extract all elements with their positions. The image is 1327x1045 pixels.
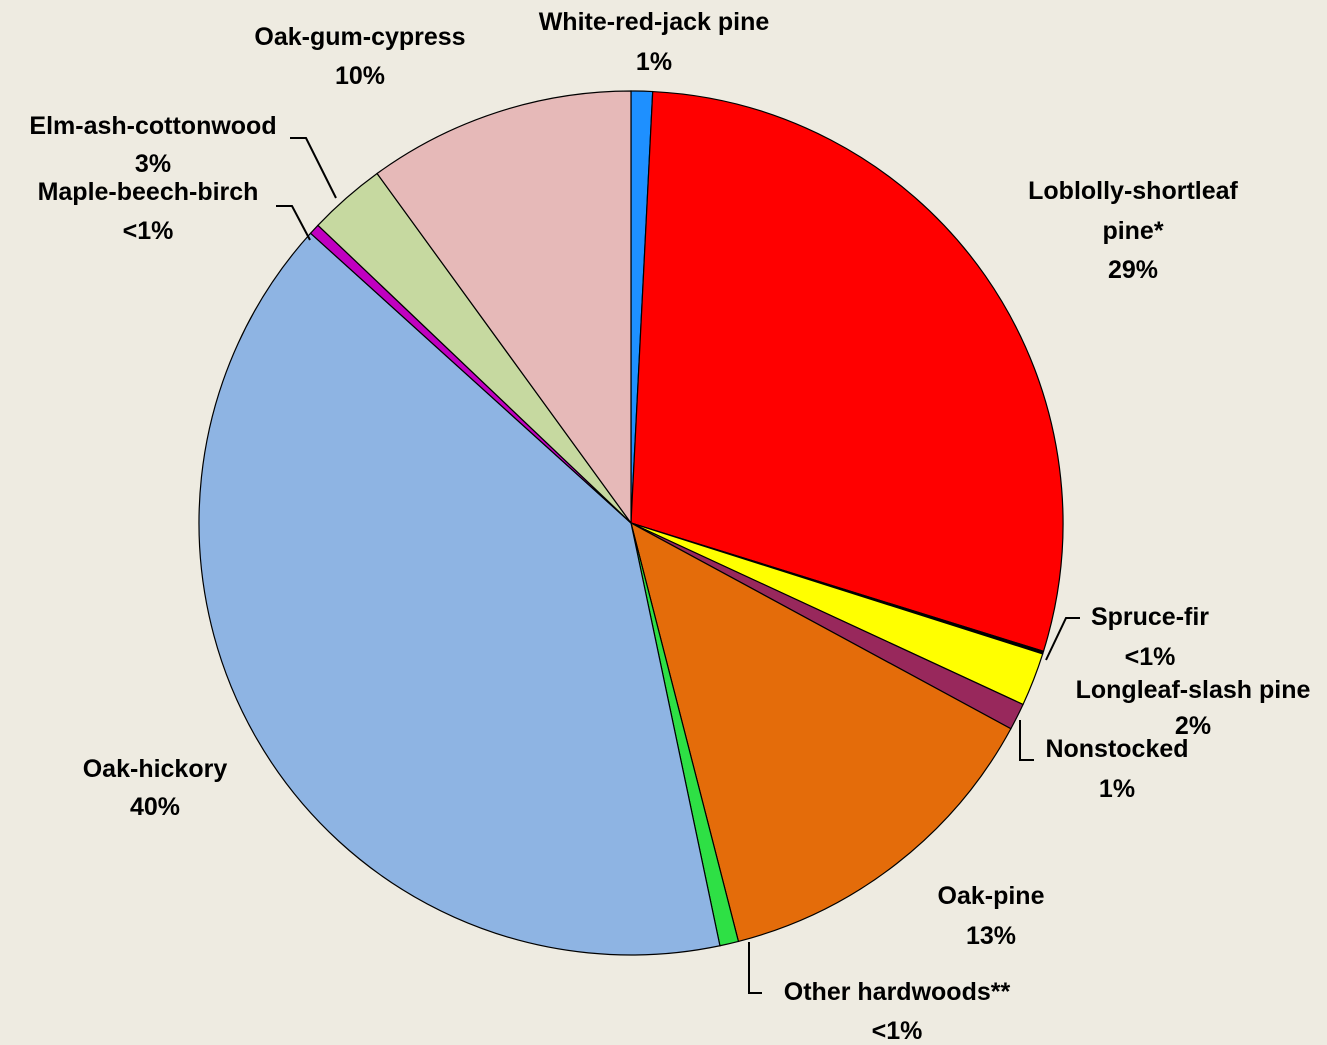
value-oak-gum-cypress: 10% [335, 62, 385, 90]
leader-other-hardwoods [748, 942, 762, 994]
label-longleaf-slash-pine: Longleaf-slash pine [1076, 676, 1311, 704]
label-oak-hickory: Oak-hickory [83, 755, 228, 783]
leader-elm-ash-cottonwood [290, 137, 337, 199]
value-longleaf-slash-pine: 2% [1175, 712, 1211, 740]
label-other-hardwoods: Other hardwoods** [784, 978, 1011, 1006]
value-white-red-jack-pine: 1% [636, 48, 672, 76]
slice-oak-hickory [198, 232, 721, 956]
label-oak-gum-cypress: Oak-gum-cypress [254, 23, 465, 51]
label-oak-pine: Oak-pine [938, 882, 1045, 910]
label-spruce-fir: Spruce-fir [1091, 603, 1209, 631]
label-maple-beech-birch: Maple-beech-birch [38, 178, 259, 206]
label-loblolly-shortleaf-line1: Loblolly-shortleaf [1028, 177, 1238, 205]
label-nonstocked: Nonstocked [1045, 735, 1188, 763]
pie-slices [198, 90, 1064, 956]
value-loblolly-shortleaf: 29% [1108, 256, 1158, 284]
value-oak-pine: 13% [966, 922, 1016, 950]
value-spruce-fir: <1% [1125, 643, 1176, 671]
value-other-hardwoods: <1% [872, 1017, 923, 1045]
leader-maple-beech-birch [276, 205, 311, 241]
slice-loblolly-shortleaf-pine [630, 90, 1064, 653]
value-oak-hickory: 40% [130, 793, 180, 821]
label-elm-ash-cottonwood: Elm-ash-cottonwood [29, 112, 276, 140]
slice-oak-gum-cypress [376, 90, 632, 525]
label-white-red-jack-pine: White-red-jack pine [539, 8, 770, 36]
leader-spruce-fir [1045, 617, 1080, 661]
value-nonstocked: 1% [1099, 775, 1135, 803]
slice-oak-pine [630, 521, 1012, 943]
leader-nonstocked [1019, 720, 1034, 761]
value-elm-ash-cottonwood: 3% [135, 150, 171, 178]
value-maple-beech-birch: <1% [123, 217, 174, 245]
label-loblolly-shortleaf-line2: pine* [1102, 217, 1163, 245]
leader-lines [276, 137, 1080, 994]
